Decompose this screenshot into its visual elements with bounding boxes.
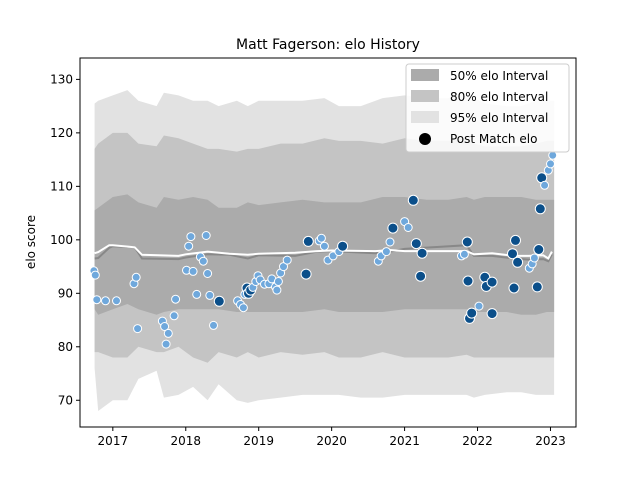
y-tick-label: 120 <box>50 126 73 140</box>
band-50-interval <box>94 194 555 315</box>
data-point <box>188 266 198 276</box>
data-point <box>486 308 498 320</box>
data-point <box>169 311 179 321</box>
x-tick-label: 2023 <box>535 434 566 448</box>
data-point <box>403 223 413 232</box>
legend-swatch-band80 <box>411 90 439 102</box>
y-tick-label: 80 <box>58 340 73 354</box>
data-point <box>282 255 292 265</box>
y-tick-label: 100 <box>50 233 73 247</box>
data-point <box>533 244 545 255</box>
data-point <box>507 248 518 260</box>
data-point <box>316 233 326 243</box>
data-point <box>205 290 215 300</box>
legend-label-post-match: Post Match elo <box>450 132 537 146</box>
x-axis: 2017 2018 2019 2020 2021 2022 2023 <box>98 427 566 448</box>
x-tick-label: 2020 <box>316 434 347 448</box>
data-point <box>163 328 173 338</box>
chart-title: Matt Fagerson: elo History <box>236 37 420 53</box>
x-tick-label: 2022 <box>462 434 493 448</box>
data-point <box>510 234 521 246</box>
legend-label-band50: 50% elo Interval <box>450 69 548 83</box>
data-point <box>387 222 399 234</box>
legend-swatch-band50 <box>411 69 439 81</box>
data-point <box>161 339 171 349</box>
plot-frame <box>79 57 577 428</box>
data-point <box>546 159 555 169</box>
data-point <box>337 240 349 252</box>
data-point <box>273 277 283 286</box>
data-point <box>381 247 391 257</box>
data-point <box>90 270 100 280</box>
data-point <box>540 180 550 190</box>
data-point <box>512 256 524 268</box>
data-point <box>209 320 218 330</box>
y-axis: 70 80 90 100 110 120 130 <box>50 72 80 407</box>
legend: 50% elo Interval 80% elo Interval 95% el… <box>405 63 570 153</box>
data-point <box>415 270 427 282</box>
data-point <box>531 281 543 293</box>
legend-box <box>405 63 570 153</box>
data-point <box>462 275 474 287</box>
data-point <box>508 282 520 294</box>
median-elo-line <box>94 244 553 260</box>
data-point <box>410 238 422 250</box>
data-point <box>160 322 170 331</box>
x-tick-label: 2019 <box>243 434 274 448</box>
post-match-points <box>89 150 558 349</box>
data-point <box>407 194 419 206</box>
plot-area <box>89 90 558 411</box>
data-point <box>474 301 484 311</box>
data-point <box>319 241 329 251</box>
data-point <box>171 294 181 304</box>
legend-label-band95: 95% elo Interval <box>450 111 548 125</box>
data-point <box>184 241 194 251</box>
data-point <box>529 253 539 263</box>
data-point <box>302 235 314 247</box>
data-point <box>385 237 395 247</box>
data-point <box>272 285 282 295</box>
data-point <box>203 269 213 278</box>
y-tick-label: 90 <box>58 286 73 300</box>
y-tick-label: 70 <box>58 393 73 407</box>
data-point <box>198 256 208 266</box>
y-tick-label: 110 <box>50 179 73 193</box>
data-point <box>238 303 248 313</box>
trend-lines <box>94 244 553 263</box>
data-point <box>112 296 121 306</box>
data-point <box>186 232 196 242</box>
data-point <box>459 249 469 259</box>
data-point <box>133 324 143 334</box>
y-axis-label: elo score <box>24 215 38 269</box>
data-point <box>101 296 110 306</box>
y-tick-label: 130 <box>50 72 73 86</box>
data-point <box>416 247 428 259</box>
data-point <box>201 231 211 240</box>
data-point <box>192 289 202 299</box>
x-tick-label: 2021 <box>389 434 420 448</box>
data-point <box>461 236 473 248</box>
data-point <box>300 268 312 280</box>
legend-swatch-band95 <box>411 111 439 123</box>
data-point <box>213 295 225 307</box>
data-point <box>466 307 478 319</box>
data-point <box>131 272 141 282</box>
legend-label-band80: 80% elo Interval <box>450 90 548 104</box>
data-point <box>92 295 102 305</box>
legend-marker-post-match <box>419 133 431 145</box>
data-point <box>534 203 546 215</box>
data-point <box>486 276 498 288</box>
x-tick-label: 2018 <box>170 434 201 448</box>
x-tick-label: 2017 <box>98 434 129 448</box>
